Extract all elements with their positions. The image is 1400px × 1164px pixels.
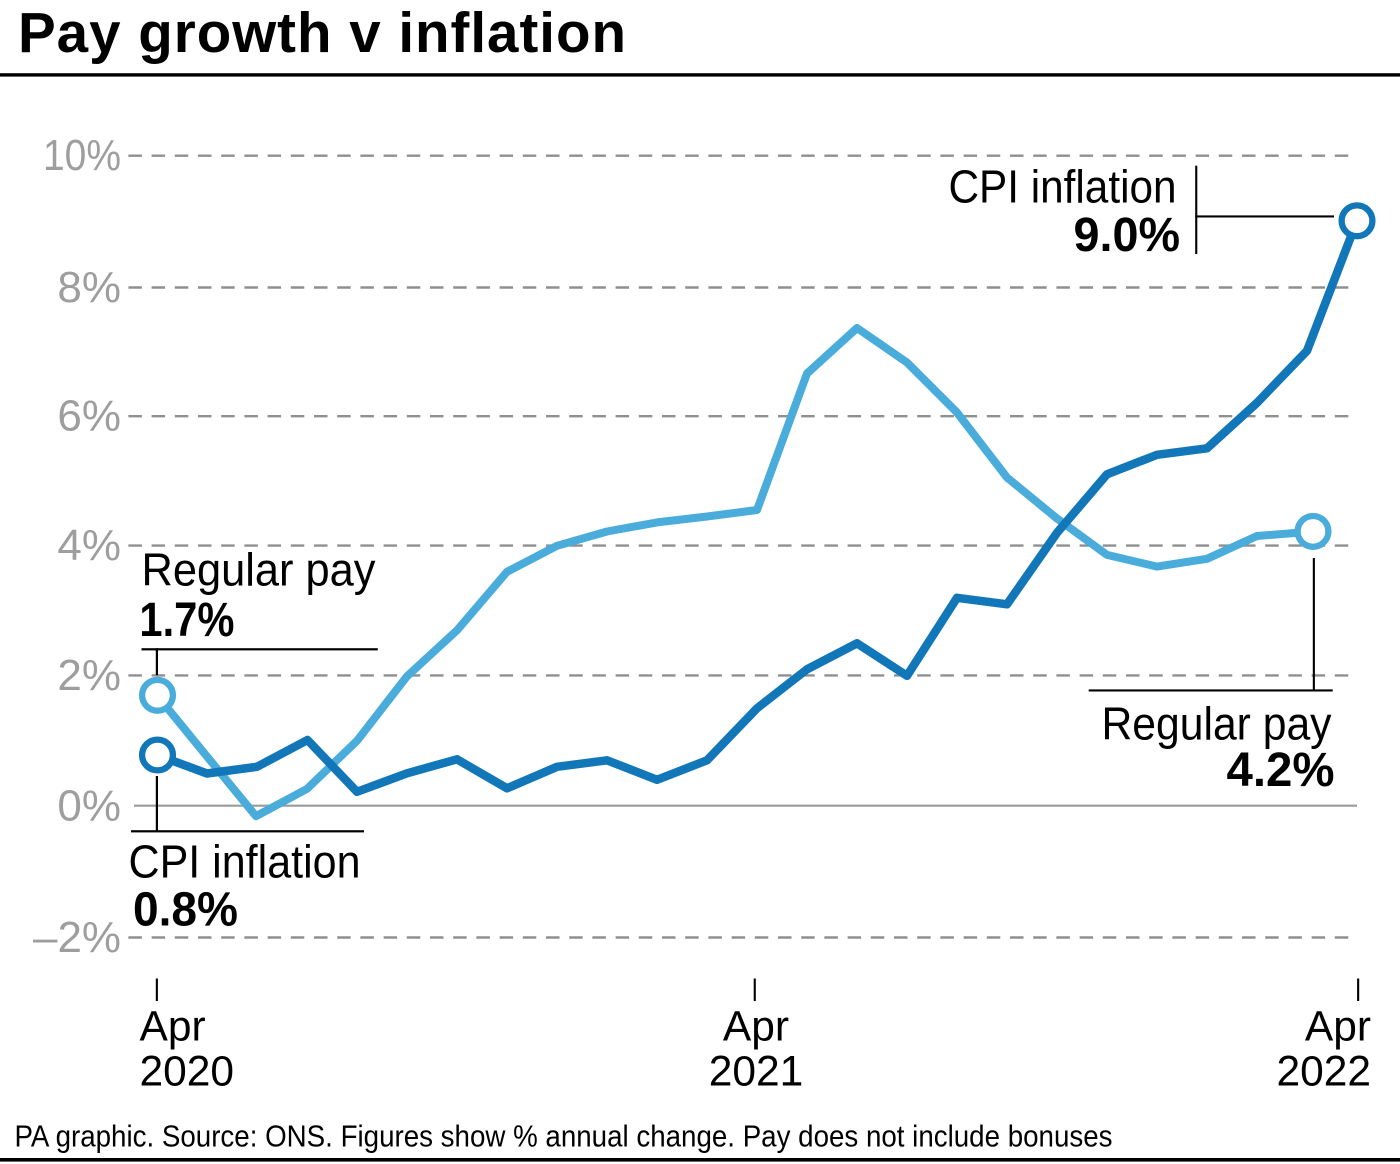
svg-text:1.7%: 1.7% bbox=[139, 593, 234, 647]
svg-text:6%: 6% bbox=[57, 392, 121, 441]
svg-text:2020: 2020 bbox=[140, 1049, 235, 1096]
svg-text:0.8%: 0.8% bbox=[133, 883, 238, 937]
svg-text:2%: 2% bbox=[57, 651, 121, 700]
svg-text:Regular pay: Regular pay bbox=[1102, 698, 1332, 750]
svg-text:Regular pay: Regular pay bbox=[142, 544, 376, 596]
svg-text:CPI inflation: CPI inflation bbox=[129, 835, 361, 887]
svg-text:2022: 2022 bbox=[1276, 1049, 1371, 1096]
svg-text:4.2%: 4.2% bbox=[1227, 743, 1335, 797]
svg-text:10%: 10% bbox=[43, 131, 121, 180]
svg-text:4%: 4% bbox=[57, 521, 121, 570]
svg-text:0%: 0% bbox=[57, 781, 121, 830]
svg-text:2021: 2021 bbox=[709, 1049, 804, 1096]
svg-text:–2%: –2% bbox=[33, 913, 121, 962]
svg-text:8%: 8% bbox=[57, 263, 121, 312]
svg-text:9.0%: 9.0% bbox=[1074, 208, 1181, 262]
svg-text:Pay growth v inflation: Pay growth v inflation bbox=[18, 1, 626, 64]
svg-text:CPI inflation: CPI inflation bbox=[949, 161, 1177, 213]
svg-text:Apr: Apr bbox=[723, 1003, 789, 1050]
svg-text:Apr: Apr bbox=[140, 1003, 206, 1050]
svg-text:PA graphic. Source: ONS. Figur: PA graphic. Source: ONS. Figures show % … bbox=[15, 1119, 1113, 1153]
svg-text:Apr: Apr bbox=[1305, 1003, 1371, 1050]
